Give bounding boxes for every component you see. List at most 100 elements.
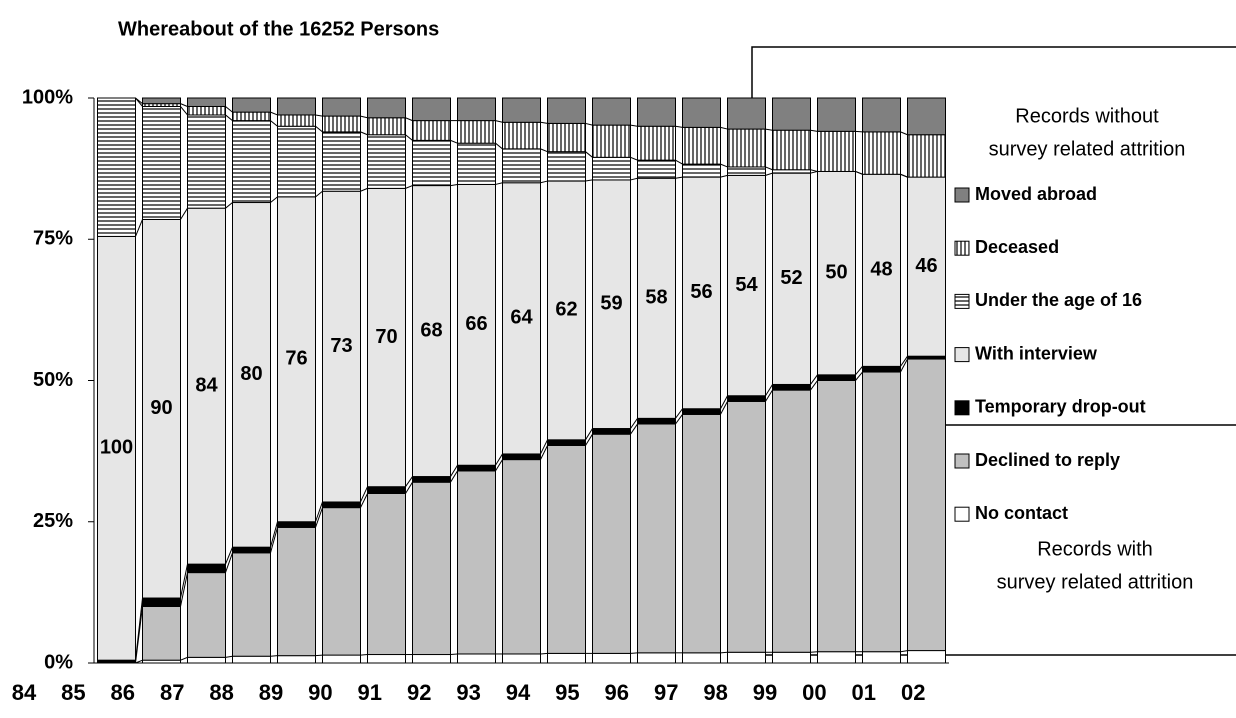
series-line [855,371,863,381]
series-line [585,122,593,126]
data-label: 68 [420,319,442,341]
series-line [765,128,773,131]
series-line [360,486,368,503]
series-line [855,130,863,133]
y-tick-label: 0% [44,651,73,673]
bar-segment [817,170,856,376]
y-tick-label: 75% [33,228,73,250]
series-line [495,459,503,472]
series-line [765,166,773,171]
bar-segment [142,606,181,661]
bar-segment [367,486,406,495]
legend-label: With interview [975,343,1098,363]
series-line [405,481,413,494]
bar-segment [772,169,811,174]
series-line [270,111,278,116]
series-line [900,131,908,136]
bar-segment [142,105,181,220]
legend-label: Temporary drop-out [975,397,1146,417]
bar-segment [97,97,136,237]
series-line [675,159,683,165]
bar-segment [502,97,541,123]
legend-label: Deceased [975,237,1059,257]
series-line [315,114,323,117]
bar-segment [277,125,316,198]
series-line [765,172,773,176]
bar-segment [907,358,946,652]
series-line [360,187,368,192]
series-line [360,115,368,119]
data-label: 70 [375,326,397,348]
bar-segment [502,121,541,150]
bar-segment [817,97,856,132]
series-line [675,125,683,128]
series-line [810,169,818,172]
y-tick-label: 50% [33,369,73,391]
bar-segment [682,163,721,178]
series-line [225,552,233,573]
bar-segment [682,652,721,664]
bar-segment [682,126,721,165]
series-line [180,572,188,607]
series-line [810,374,818,385]
bar-segment [727,400,766,653]
bar-segment [232,111,271,122]
data-label: 62 [555,299,577,321]
series-line [405,185,413,189]
series-line [405,134,413,141]
bar-segment [412,476,451,483]
series-line [495,453,503,466]
series-line [675,176,683,179]
series-line [360,654,368,656]
bar-segment [502,653,541,664]
bar-segment [367,117,406,136]
x-tick-label: 91 [358,680,382,705]
series-line [180,103,188,107]
series-line [900,650,908,653]
bar-segment [862,371,901,653]
bar-segment [592,97,631,126]
series-line [270,196,278,203]
series-line [450,464,458,477]
series-line [540,121,548,124]
series-line [540,180,548,184]
data-label: 46 [915,255,937,277]
bar-segment [412,481,451,656]
bar-segment [187,656,226,664]
x-tick-label: 86 [111,680,135,705]
series-line [315,190,323,198]
bar-segment [592,652,631,664]
series-line [135,97,143,105]
bar-segment [547,97,586,124]
bar-segment [907,134,946,178]
series-line [720,126,728,130]
bar-segment [817,380,856,653]
bar-segment [547,652,586,664]
bar-segment [727,166,766,176]
bar-segment [457,653,496,664]
series-line [135,597,143,661]
x-tick-label: 00 [802,680,826,705]
series-line [405,117,413,122]
bar-segment [412,185,451,478]
x-tick-label: 01 [852,680,876,705]
series-line [675,408,683,419]
series-line [720,163,728,168]
series-line [630,423,638,435]
legend-swatch [954,347,970,363]
x-tick-label: 94 [506,680,531,705]
bar-segment [367,493,406,656]
bar-segment [592,179,631,430]
bar-segment [907,97,946,136]
chart-title: Whereabout of the 16252 Persons [118,18,439,40]
bar-segment [457,97,496,122]
bar-segment [592,156,631,181]
series-line [855,366,863,376]
bar-segment [322,115,361,133]
series-line [900,358,908,373]
x-tick-label: 85 [61,680,85,705]
bar-segment [367,654,406,664]
bar-segment [502,459,541,655]
bar-segment [637,652,676,664]
